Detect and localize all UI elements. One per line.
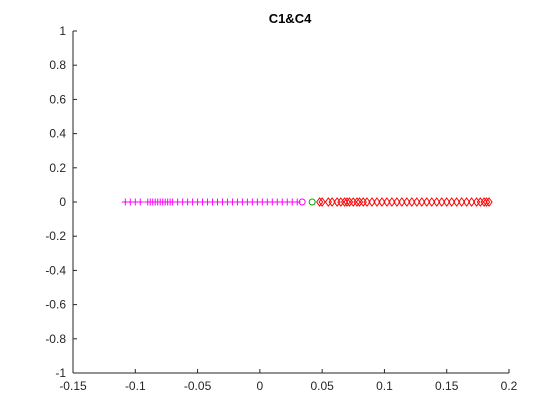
y-tick-label: 0.8 xyxy=(49,58,66,72)
diamond-marker xyxy=(316,197,324,207)
y-tick-label: 0.4 xyxy=(49,127,66,141)
diamond-marker xyxy=(485,197,493,207)
diamond-marker xyxy=(359,197,367,207)
diamond-marker xyxy=(393,197,401,207)
diamond-marker xyxy=(373,197,381,207)
diamond-marker xyxy=(368,197,376,207)
diamond-marker xyxy=(463,197,471,207)
x-tick-label: 0.05 xyxy=(310,379,334,393)
diamond-marker xyxy=(328,197,336,207)
diamond-marker xyxy=(453,197,461,207)
x-tick-label: -0.15 xyxy=(59,379,87,393)
x-tick-label: -0.1 xyxy=(125,379,146,393)
diamond-marker xyxy=(428,197,436,207)
diamond-marker xyxy=(340,197,349,207)
x-tick-label: 0.2 xyxy=(501,379,518,393)
y-tick-label: 0 xyxy=(59,195,66,209)
y-tick-label: -0.8 xyxy=(45,332,66,346)
diamond-marker xyxy=(458,197,466,207)
diamond-marker xyxy=(468,197,476,207)
y-tick-label: -1 xyxy=(55,366,66,380)
x-tick-label: 0 xyxy=(257,379,264,393)
diamond-marker xyxy=(337,197,345,207)
y-tick-label: -0.6 xyxy=(45,298,66,312)
diamond-marker xyxy=(413,197,421,207)
x-tick-label: -0.05 xyxy=(184,379,212,393)
diamond-marker xyxy=(398,197,406,207)
diamond-marker xyxy=(324,197,332,207)
diamond-marker xyxy=(349,197,357,207)
y-tick-label: 0.2 xyxy=(49,161,66,175)
y-tick-label: 1 xyxy=(59,24,66,38)
diamond-marker xyxy=(448,197,456,207)
diamond-marker xyxy=(403,197,411,207)
x-tick-label: 0.15 xyxy=(435,379,459,393)
data-markers xyxy=(121,197,493,207)
diamond-marker xyxy=(418,197,426,207)
diamond-marker xyxy=(343,197,351,207)
diamond-marker xyxy=(480,197,488,207)
circle-marker xyxy=(308,198,316,206)
diamond-marker xyxy=(433,197,441,207)
y-tick-label: -0.4 xyxy=(45,263,66,277)
diamond-marker xyxy=(482,197,491,207)
x-tick-label: 0.1 xyxy=(376,379,393,393)
diamond-marker xyxy=(318,197,326,207)
diamond-marker xyxy=(353,197,361,207)
circle-marker xyxy=(298,198,306,206)
diamond-marker xyxy=(408,197,416,207)
diamond-marker xyxy=(378,197,386,207)
diamond-marker xyxy=(443,197,451,207)
chart-title: C1&C4 xyxy=(269,11,312,26)
diamond-marker xyxy=(438,197,446,207)
plus-marker xyxy=(136,198,144,206)
diamond-marker xyxy=(388,197,396,207)
diamond-marker xyxy=(383,197,391,207)
diamond-marker xyxy=(423,197,431,207)
diamond-marker xyxy=(476,197,484,207)
y-tick-label: -0.2 xyxy=(45,229,66,243)
y-tick-label: 0.6 xyxy=(49,92,66,106)
diamond-marker xyxy=(363,197,371,207)
axes: -0.15 -0.1 -0.05 0 0.05 0.1 0.15 0.2 1 0.8 0.6 0.4 0… xyxy=(45,24,517,393)
